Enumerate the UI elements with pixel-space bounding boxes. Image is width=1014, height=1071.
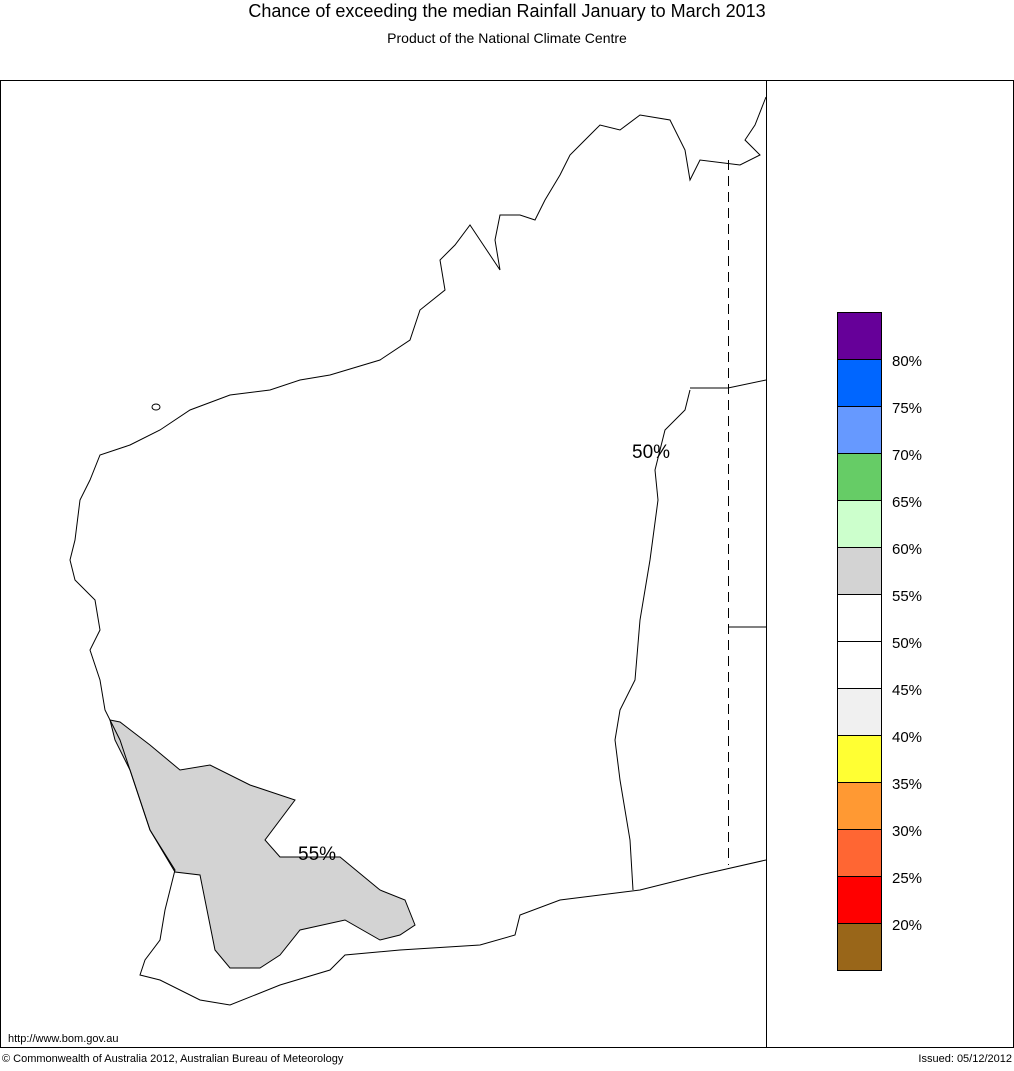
issued: Issued: 05/12/2012 — [918, 1053, 1012, 1065]
legend-label: 65% — [892, 494, 922, 511]
map: 50% 55% — [69, 96, 767, 1006]
legend-label: 50% — [892, 635, 922, 652]
legend-swatch — [837, 876, 882, 924]
legend-swatch — [837, 312, 882, 360]
legend-swatch — [837, 923, 882, 971]
legend-swatch — [837, 453, 882, 501]
legend-label: 20% — [892, 917, 922, 934]
legend-label: 70% — [892, 447, 922, 464]
legend-swatch — [837, 829, 882, 877]
legend-swatch — [837, 782, 882, 830]
legend-swatch — [837, 735, 882, 783]
legend-label: 30% — [892, 823, 922, 840]
border-line — [690, 379, 767, 389]
contour-label: 55% — [298, 844, 336, 865]
contour-label: 50% — [632, 442, 670, 463]
legend-swatch — [837, 594, 882, 642]
legend-swatch — [837, 406, 882, 454]
island — [151, 403, 161, 411]
legend-label: 45% — [892, 682, 922, 699]
legend-label: 75% — [892, 400, 922, 417]
legend-label: 25% — [892, 870, 922, 887]
legend-swatch — [837, 641, 882, 689]
url: http://www.bom.gov.au — [8, 1033, 118, 1045]
legend-swatch — [837, 500, 882, 548]
legend-label: 55% — [892, 588, 922, 605]
coastline — [69, 96, 767, 1006]
region-55 — [109, 719, 416, 969]
legend-swatch — [837, 547, 882, 595]
legend: 80% 75% 70% 65% 60% 55% 50% 45% 40% 35% 30% 25% 20% — [837, 312, 922, 971]
legend-swatch — [837, 359, 882, 407]
legend-label: 80% — [892, 353, 922, 370]
legend-label: 40% — [892, 729, 922, 746]
legend-swatch — [837, 688, 882, 736]
contour-50 — [614, 389, 691, 891]
legend-label: 35% — [892, 776, 922, 793]
subtitle: Product of the National Climate Centre — [387, 30, 627, 46]
title: Chance of exceeding the median Rainfall … — [248, 1, 765, 21]
legend-label: 60% — [892, 541, 922, 558]
copyright: © Commonwealth of Australia 2012, Austra… — [2, 1053, 344, 1065]
